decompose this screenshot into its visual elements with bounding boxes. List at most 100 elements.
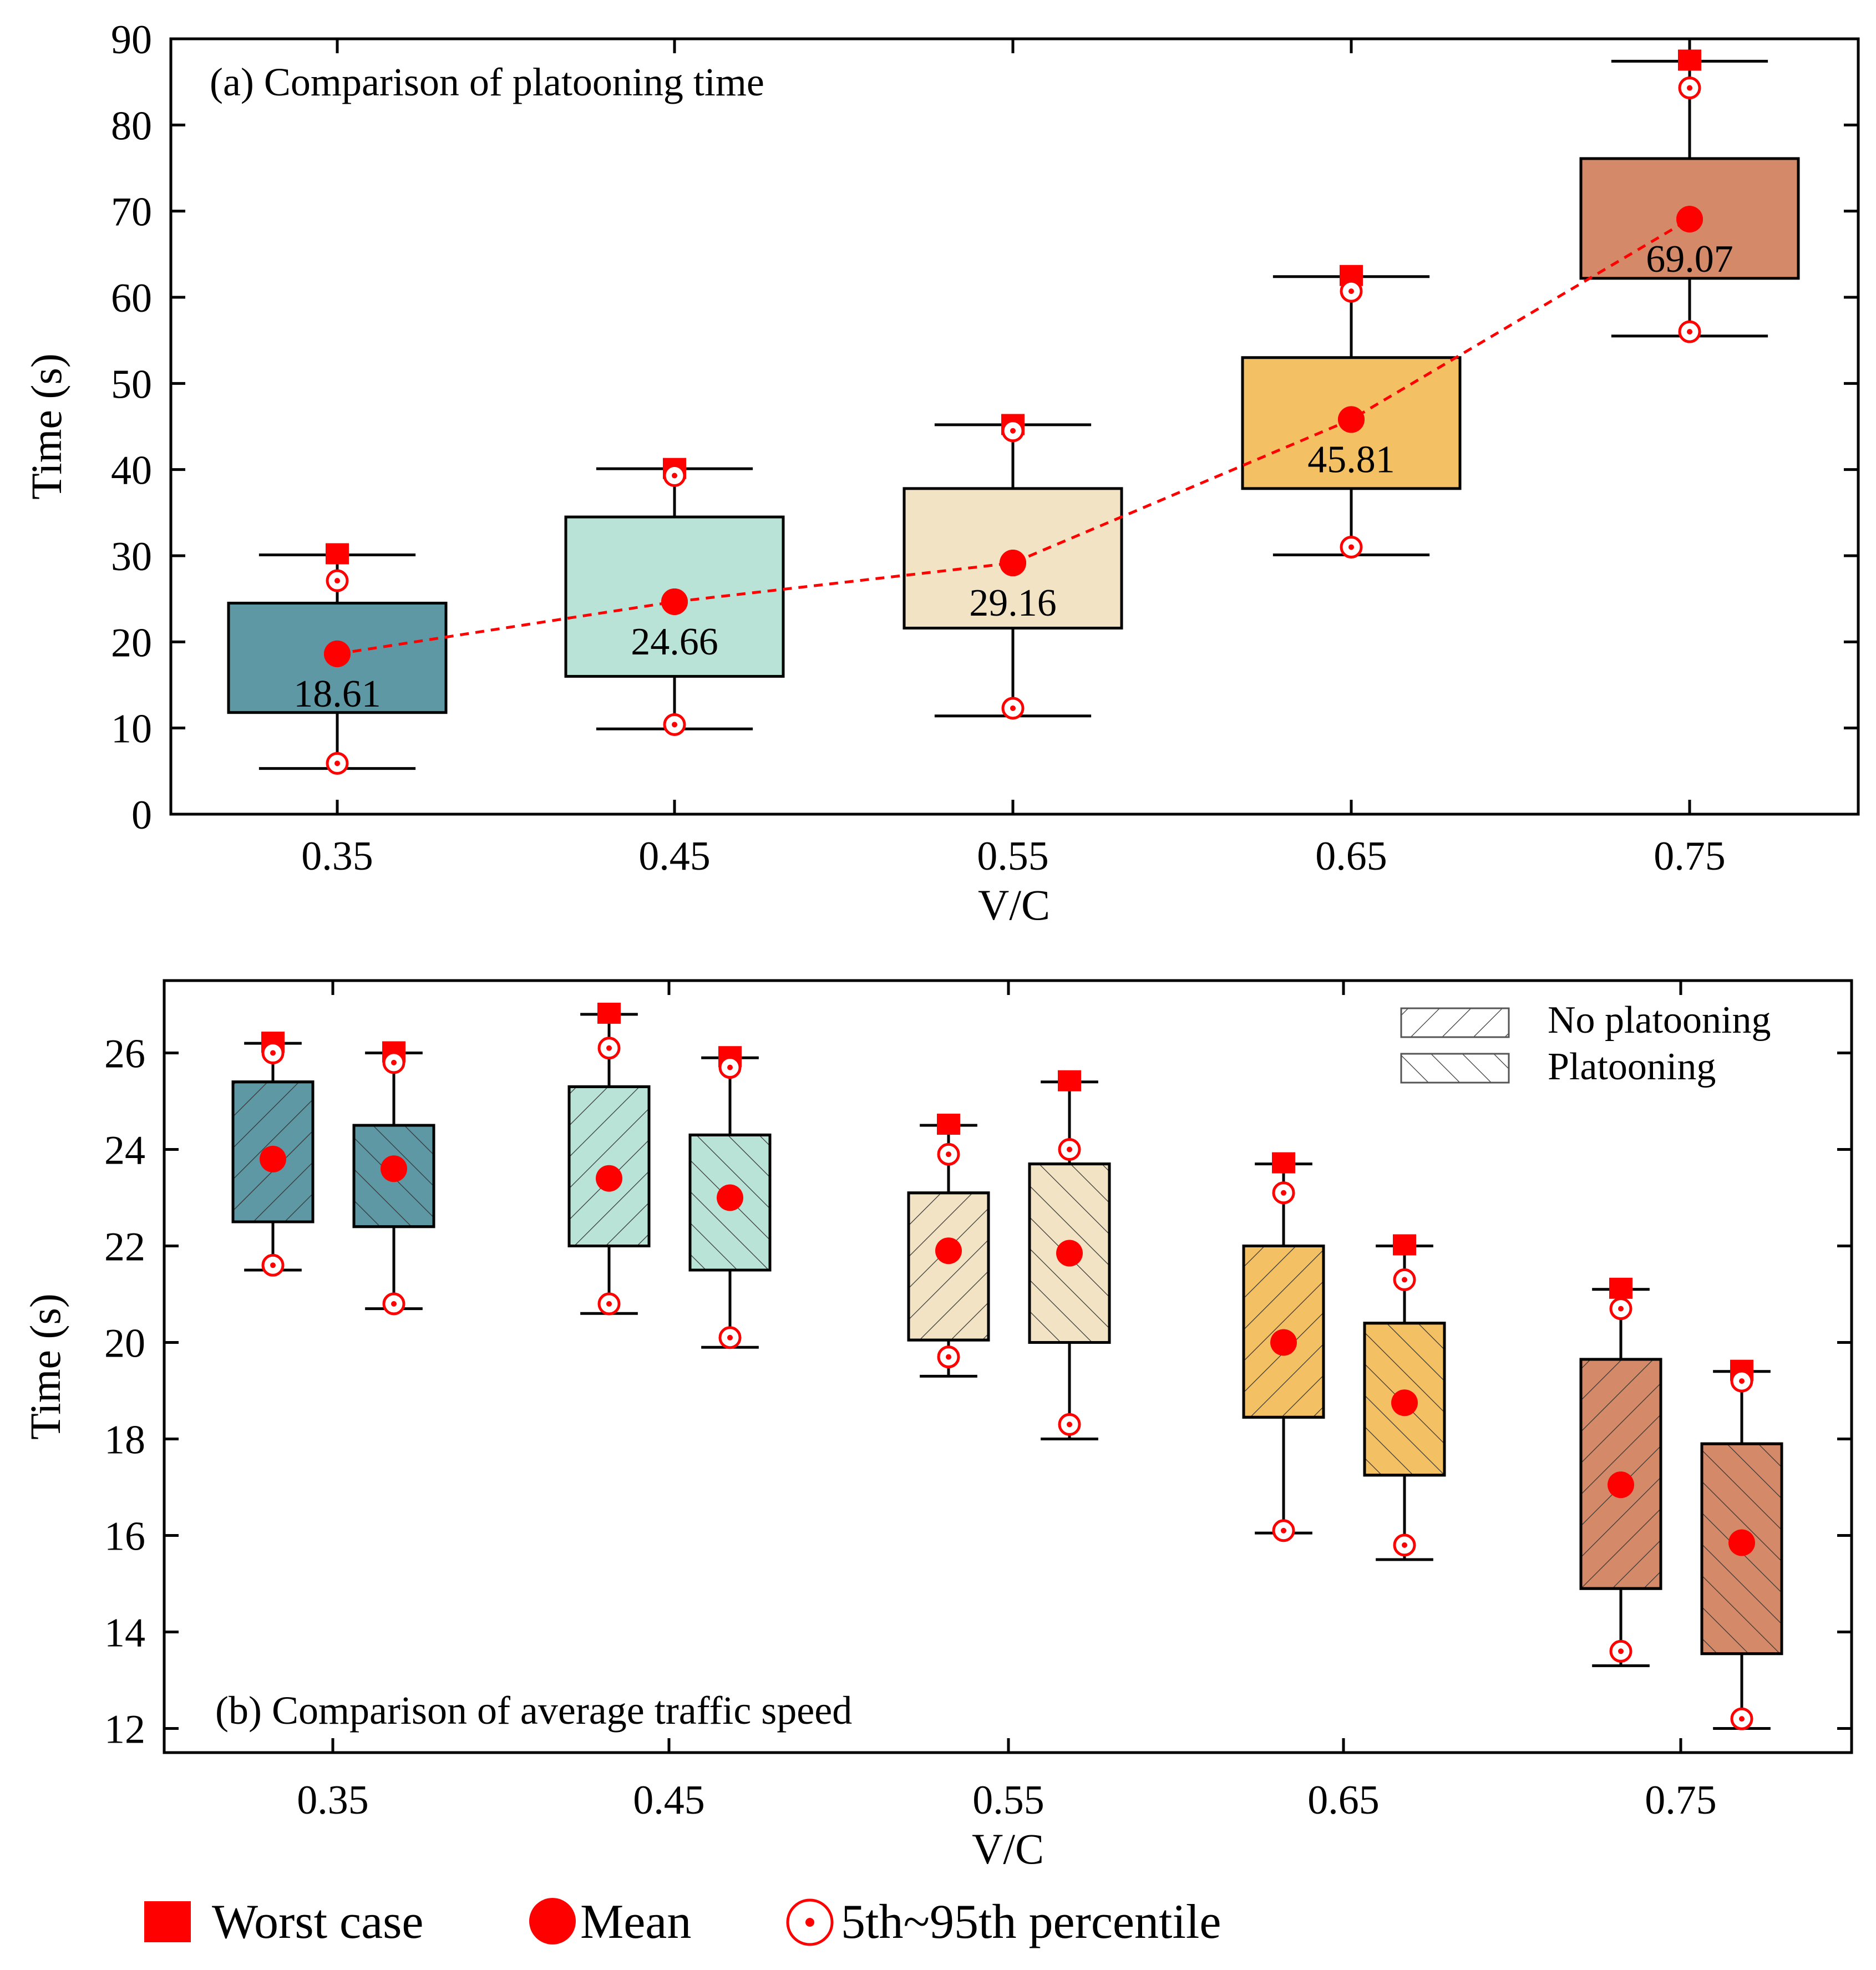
hatch-legend: No platooning Platooning <box>1400 999 1771 1088</box>
mean-marker <box>260 1145 286 1172</box>
worst-case-marker <box>597 1002 621 1024</box>
worst-case-marker <box>1058 1070 1081 1091</box>
mean-value-label: 18.61 <box>293 673 381 715</box>
p95-marker-dot <box>1618 1306 1624 1312</box>
p95-marker-dot <box>1281 1190 1286 1196</box>
x-tick-label: 0.75 <box>1645 1778 1717 1823</box>
p95-marker-dot <box>1739 1378 1745 1384</box>
worst-case-marker <box>937 1114 960 1135</box>
p5-marker-dot <box>334 760 340 766</box>
p5-marker-dot <box>1010 705 1016 711</box>
y-tick-label: 20 <box>111 620 152 666</box>
panel-a-xlabel: V/C <box>978 881 1050 929</box>
mean-marker <box>1391 1389 1418 1416</box>
mean-marker <box>381 1155 407 1182</box>
p5-marker-dot <box>1067 1421 1072 1428</box>
mean-value-label: 24.66 <box>631 621 718 663</box>
p5-marker-dot <box>1402 1542 1407 1548</box>
p95-marker-dot <box>727 1064 733 1070</box>
box-hatch <box>688 1133 772 1272</box>
p95-marker-dot <box>672 473 677 479</box>
panel-b: 12 14 16 18 20 22 24 26 0.35 0.45 0.55 0.65 0.75 (b)… <box>21 979 1853 1873</box>
p95-marker-dot <box>1687 85 1692 91</box>
p95-marker-dot <box>1348 288 1354 295</box>
y-tick-label: 18 <box>104 1418 145 1463</box>
x-tick-label: 0.55 <box>972 1778 1045 1823</box>
mean-marker-overlay <box>1000 550 1026 577</box>
p95-marker-dot <box>1402 1277 1407 1283</box>
worst-case-marker <box>326 543 349 565</box>
legend-label-platooning: Platooning <box>1548 1045 1716 1088</box>
y-tick-label: 14 <box>104 1611 145 1656</box>
worst-case-legend-label: Worst case <box>212 1895 423 1949</box>
y-tick-label: 22 <box>104 1225 145 1270</box>
p95-marker-dot <box>270 1050 276 1056</box>
x-tick-label: 0.75 <box>1654 834 1726 879</box>
y-tick-label: 40 <box>111 448 152 494</box>
panel-a-title: (a) Comparison of platooning time <box>210 60 764 104</box>
panel-a-ylabel: Time (s) <box>22 353 70 500</box>
mean-marker <box>717 1184 743 1211</box>
mean-marker <box>935 1237 962 1265</box>
y-tick-label: 12 <box>104 1707 145 1753</box>
mean-marker-overlay <box>1676 206 1703 233</box>
p5-marker-dot <box>1739 1716 1745 1722</box>
panel-b-xlabel: V/C <box>972 1825 1044 1873</box>
y-tick-label: 90 <box>111 17 152 63</box>
worst-case-marker <box>1393 1234 1416 1256</box>
worst-case-marker <box>1609 1277 1632 1299</box>
y-tick-label: 80 <box>111 103 152 149</box>
y-tick-label: 70 <box>111 190 152 235</box>
p5-marker-dot <box>727 1334 733 1341</box>
x-tick-label: 0.65 <box>1315 834 1387 879</box>
box-hatch <box>907 1191 990 1342</box>
mean-value-label: 69.07 <box>1646 238 1733 281</box>
p5-marker-dot <box>1348 544 1354 550</box>
legend-swatch-no-platooning <box>1400 1007 1510 1038</box>
panel-b-ylabel: Time (s) <box>21 1293 69 1440</box>
worst-case-marker <box>1272 1152 1295 1174</box>
y-tick-label: 0 <box>131 793 152 838</box>
mean-trend-line <box>337 217 1691 656</box>
mean-marker <box>1270 1329 1297 1356</box>
mean-marker <box>1728 1529 1755 1556</box>
y-tick-label: 20 <box>104 1321 145 1367</box>
mean-marker-overlay <box>1338 406 1365 433</box>
x-tick-label: 0.35 <box>297 1778 369 1823</box>
p5-marker-dot <box>946 1354 951 1360</box>
p95-marker-dot <box>334 578 340 584</box>
p5-marker-dot <box>270 1262 276 1268</box>
mean-marker <box>1608 1471 1634 1499</box>
p95-marker-dot <box>1010 428 1016 434</box>
p5-marker-dot <box>606 1301 612 1307</box>
panel-b-title: (b) Comparison of average traffic speed <box>215 1688 852 1733</box>
y-tick-label: 30 <box>111 534 152 580</box>
x-tick-label: 0.45 <box>633 1778 705 1823</box>
mean-marker-overlay <box>324 640 351 667</box>
y-tick-label: 10 <box>111 707 152 752</box>
percentile-legend-icon-dot <box>805 1918 814 1927</box>
y-tick-label: 16 <box>104 1514 145 1560</box>
marker-legend: Worst case Mean 5th~95th percentile <box>144 1895 1221 1949</box>
legend-swatch-platooning <box>1400 1053 1510 1084</box>
y-tick-label: 24 <box>104 1128 145 1174</box>
panel-a-frame <box>169 37 1860 816</box>
p5-marker-dot <box>1687 329 1692 335</box>
worst-case-marker <box>1678 49 1701 71</box>
x-tick-label: 0.55 <box>977 834 1049 879</box>
mean-value-label: 29.16 <box>969 582 1057 624</box>
worst-case-legend-icon <box>144 1901 191 1942</box>
p95-marker-dot <box>391 1059 397 1065</box>
p95-marker-dot <box>606 1045 612 1051</box>
legend-label-no-platooning: No platooning <box>1548 999 1771 1042</box>
mean-legend-label: Mean <box>580 1895 691 1949</box>
p95-marker-dot <box>1067 1146 1072 1152</box>
x-tick-label: 0.65 <box>1307 1778 1380 1823</box>
mean-marker-overlay <box>661 588 688 615</box>
percentile-legend-label: 5th~95th percentile <box>841 1895 1221 1949</box>
mean-legend-icon <box>529 1898 576 1944</box>
y-tick-label: 26 <box>104 1032 145 1077</box>
p5-marker-dot <box>391 1301 397 1307</box>
